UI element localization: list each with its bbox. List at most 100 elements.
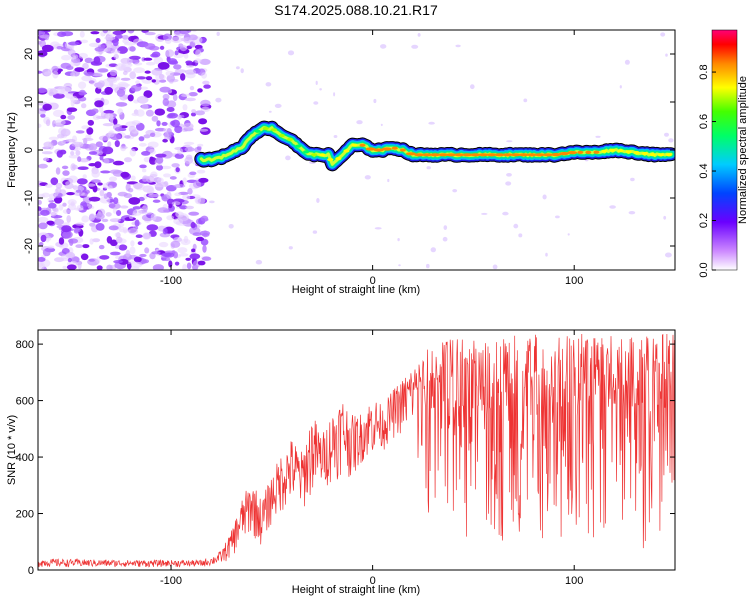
noise-speck [380,44,387,49]
colorbar-label: Normalized spectral amplitude [737,76,749,224]
noise-blob [120,146,128,150]
noise-blob [132,209,143,216]
noise-blob [171,119,180,128]
track-core [462,153,473,157]
noise-blob [157,207,169,213]
noise-blob [82,174,87,179]
y-tick-label: 10 [23,96,35,108]
noise-blob [53,196,63,204]
noise-blob [91,108,99,114]
noise-blob [151,115,159,122]
noise-blob [47,236,52,241]
noise-blob [145,76,153,81]
noise-blob [83,189,90,194]
top-x-axis-label: Height of straight line (km) [292,284,420,296]
colorbar-tick-label: 0.2 [698,213,710,228]
noise-blob [38,163,48,169]
noise-blob [190,112,197,117]
noise-speck [470,84,475,90]
noise-blob [172,93,178,102]
noise-blob [52,207,59,212]
noise-blob [201,72,207,79]
noise-speck [630,177,635,182]
noise-blob [135,234,143,238]
noise-blob [184,69,197,75]
noise-blob [166,191,172,199]
noise-blob [186,30,192,33]
noise-blob [89,213,96,221]
noise-blob [142,233,151,239]
noise-blob [61,31,74,37]
noise-blob [144,211,153,215]
noise-blob [87,119,95,126]
track-core [494,153,505,157]
track-core [446,153,457,157]
noise-blob [42,103,52,111]
noise-blob [100,170,111,174]
noise-blob [173,184,186,188]
noise-blob [54,218,64,226]
noise-blob [143,134,151,139]
noise-blob [194,196,201,204]
noise-blob [189,253,201,260]
noise-blob [41,192,50,198]
noise-speck [665,252,672,258]
noise-blob [89,238,94,245]
track-core [391,146,398,150]
noise-blob [141,103,149,110]
noise-blob [77,166,89,170]
noise-blob [139,164,147,169]
noise-blob [173,64,182,70]
noise-speck [312,230,318,234]
noise-blob [118,223,125,227]
noise-speck [287,50,295,56]
noise-blob [191,248,196,253]
noise-blob [129,148,136,157]
x-tick-label: 0 [370,575,376,587]
noise-blob [70,151,75,156]
noise-blob [88,196,101,202]
noise-speck [274,103,282,108]
noise-blob [179,205,188,210]
noise-blob [49,88,58,96]
noise-blob [177,247,188,254]
noise-blob [163,173,171,178]
noise-blob [164,131,169,140]
noise-blob [147,141,159,148]
noise-blob [67,49,76,56]
noise-blob [191,109,197,114]
noise-blob [192,243,197,250]
noise-blob [154,108,166,116]
noise-blob [105,40,113,48]
noise-blob [99,155,104,161]
noise-speck [513,223,519,229]
noise-blob [142,168,147,173]
noise-blob [141,151,151,156]
noise-blob [109,69,118,77]
noise-speck [285,155,291,161]
noise-blob [78,91,87,96]
x-tick-label: 100 [565,575,583,587]
noise-blob [77,261,82,270]
noise-blob [112,160,125,166]
noise-blob [44,35,49,41]
noise-blob [195,236,205,242]
noise-blob [155,156,164,164]
noise-blob [136,76,146,80]
noise-blob [195,49,202,57]
noise-blob [168,203,173,209]
noise-blob [170,240,181,248]
noise-speck [398,264,401,267]
noise-blob [76,205,84,211]
noise-blob [104,86,113,95]
noise-blob [81,215,90,223]
noise-blob [156,120,161,127]
noise-blob [92,185,98,193]
track-core [327,158,334,162]
noise-blob [184,147,195,152]
noise-blob [157,177,164,184]
track-core [625,150,632,154]
noise-blob [166,74,175,83]
track-core [319,153,326,157]
